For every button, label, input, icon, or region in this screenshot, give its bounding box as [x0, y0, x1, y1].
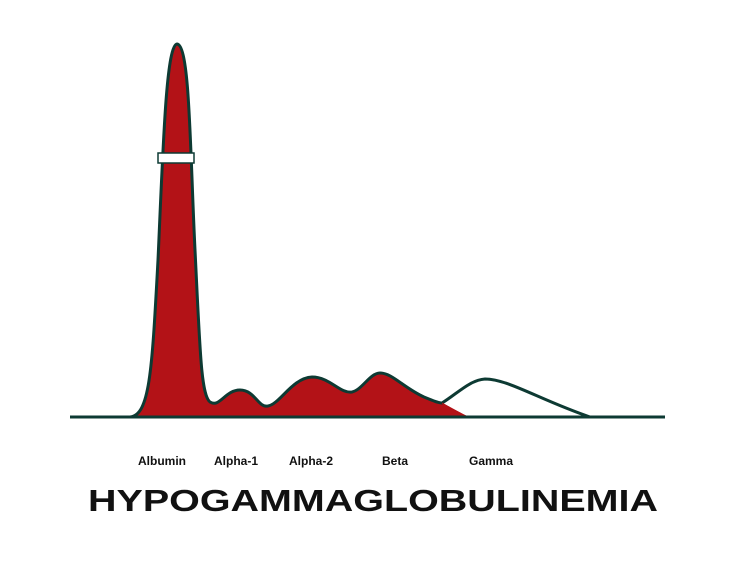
fraction-label-beta: Beta [382, 454, 408, 468]
diagram-title: HYPOGAMMAGLOBULINEMIA [88, 483, 658, 518]
albumin-scale-break [157, 152, 195, 164]
fraction-label-albumin: Albumin [138, 454, 186, 468]
protein-curve-outline [129, 42, 591, 419]
fraction-label-alpha-2: Alpha-2 [289, 454, 333, 468]
protein-curve-fill [130, 44, 470, 417]
fraction-label-alpha-1: Alpha-1 [214, 454, 258, 468]
fraction-label-gamma: Gamma [469, 454, 513, 468]
gamma-peak-area [442, 379, 590, 417]
